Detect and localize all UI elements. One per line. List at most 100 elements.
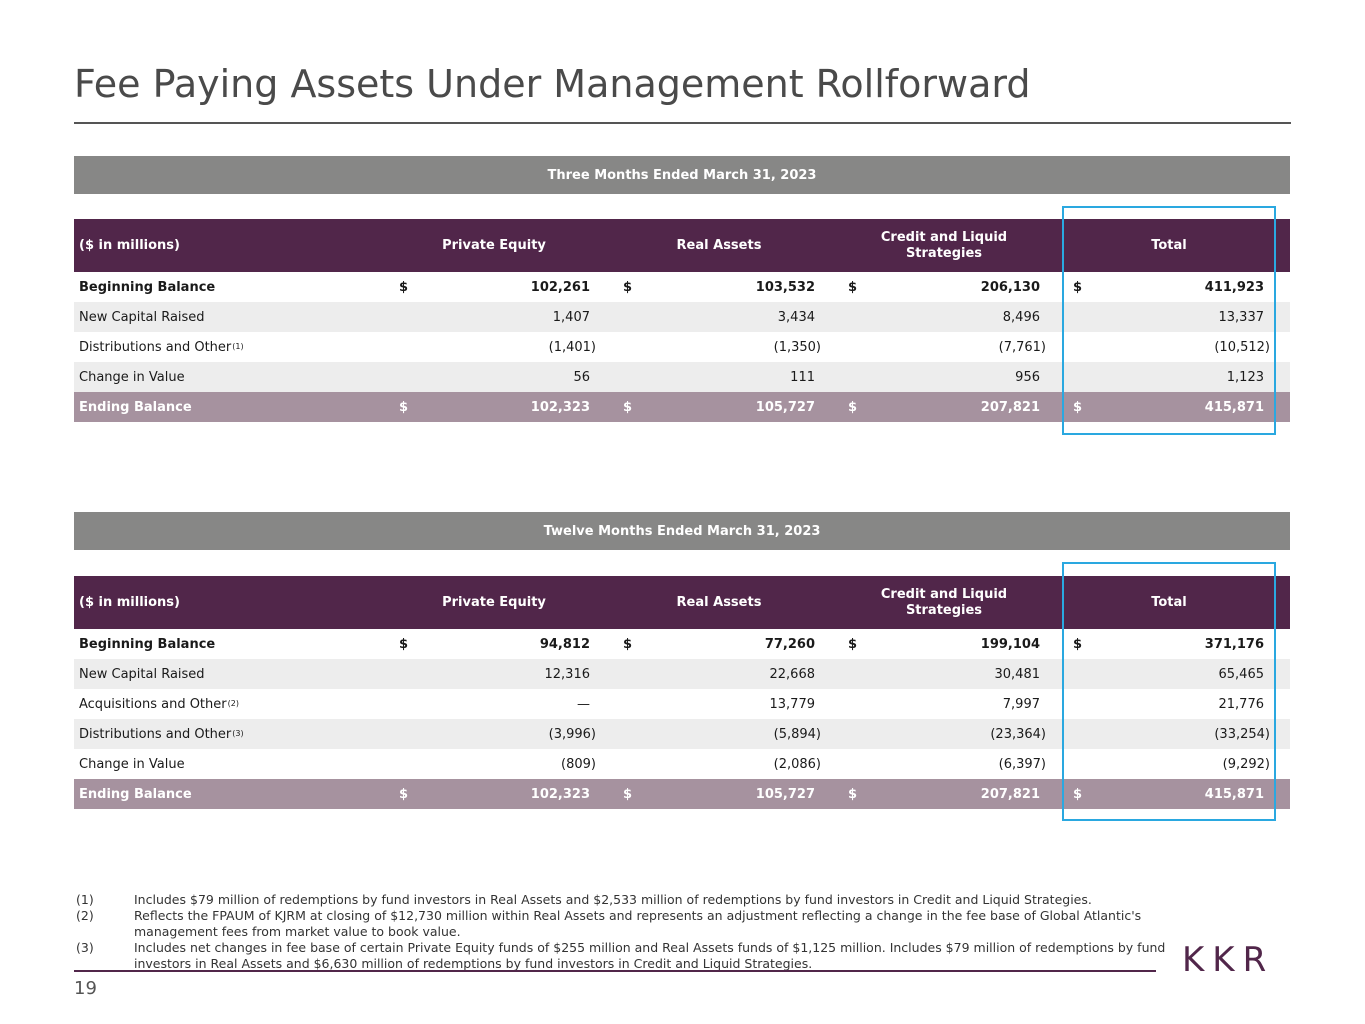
total-value-text: (33,254) [1214,726,1270,742]
table-row: New Capital Raised 12,316 22,668 30,481 65,4… [74,659,1290,689]
footnote-number: (3) [76,940,94,955]
footnote-2: (2) Reflects the FPAUM of KJRM at closin… [76,908,1226,940]
real-assets-value: (1,350) [774,332,821,362]
currency-symbol: $ [399,399,409,415]
real-assets-value-text: 3,434 [777,309,815,325]
footer-divider [74,970,1156,972]
column-header-credit: Credit and Liquid Strategies [864,576,1024,629]
twelve-months-period-header: Twelve Months Ended March 31, 2023 [74,512,1290,550]
real-assets-value: 103,532 [756,272,815,302]
total-value: (9,292) [1223,749,1270,779]
total-value: 371,176 [1205,629,1264,659]
table-row: Ending Balance 102,323 105,727 207,821 415,8… [74,779,1290,809]
column-header-label: ($ in millions) [79,238,180,253]
total-value-text: 21,776 [1218,696,1265,712]
row-label-text: Ending Balance [79,399,192,415]
three-months-table: ($ in millions) Private Equity Real Asse… [74,219,1290,422]
credit-value: 30,481 [995,659,1041,689]
real-assets-value-text: 111 [790,369,815,385]
credit-value-text: (7,761) [998,339,1046,355]
private-equity-value: 102,261 [531,272,590,302]
table-row: Ending Balance 102,323 105,727 207,821 415,8… [74,392,1290,422]
total-value-text: 415,871 [1204,786,1264,802]
credit-value-text: 206,130 [980,279,1040,295]
column-header-credit-line1: Credit and Liquid [880,229,1008,245]
credit-value-text: (23,364) [990,726,1046,742]
footnote-1: (1) Includes $79 million of redemptions … [76,892,1226,908]
table-row: Change in Value 56 111 956 1,123 [74,362,1290,392]
total-value: 415,871 [1205,392,1264,422]
table-row: New Capital Raised 1,407 3,434 8,496 13,337 [74,302,1290,332]
currency-symbol: $ [1073,786,1083,802]
row-label-text: Beginning Balance [79,636,216,652]
total-value-text: (9,292) [1222,756,1270,772]
footnote-text: Includes $79 million of redemptions by f… [134,892,1092,907]
footnote-ref: (3) [232,729,244,738]
column-header-real-assets: Real Assets [676,238,762,253]
table-row: Beginning Balance 94,812 77,260 199,104 371,… [74,629,1290,659]
row-label-text: Change in Value [79,369,185,385]
page-title: Fee Paying Assets Under Management Rollf… [74,62,1031,106]
credit-value: (7,761) [999,332,1046,362]
private-equity-value: 56 [573,362,590,392]
credit-value: (6,397) [999,749,1046,779]
private-equity-value-text: 1,407 [552,309,590,325]
currency-symbol: $ [399,636,409,652]
credit-value: 199,104 [981,629,1040,659]
currency-symbol: $ [1073,279,1083,295]
table-row: Beginning Balance 102,261 103,532 206,130 41… [74,272,1290,302]
row-label: Distributions and Other (1) [79,332,244,362]
real-assets-value: 77,260 [765,629,815,659]
private-equity-value-text: 102,323 [530,399,590,415]
total-value-text: 371,176 [1204,636,1264,652]
total-value-text: 411,923 [1204,279,1264,295]
credit-value-text: (6,397) [998,756,1046,772]
real-assets-value-text: 22,668 [769,666,816,682]
private-equity-value-text: (809) [561,756,596,772]
footnote-number: (2) [76,908,94,923]
private-equity-value-text: — [577,696,590,712]
private-equity-value-text: 102,323 [530,786,590,802]
footnote-ref: (2) [227,699,239,708]
column-header-label: ($ in millions) [79,595,180,610]
private-equity-value: (1,401) [549,332,596,362]
real-assets-value-text: (1,350) [773,339,821,355]
total-value: 415,871 [1205,779,1264,809]
total-value: 1,123 [1227,362,1264,392]
currency-symbol: $ [399,786,409,802]
private-equity-value-text: 94,812 [539,636,590,652]
real-assets-value: 111 [790,362,815,392]
title-divider [74,122,1291,124]
credit-value: 206,130 [981,272,1040,302]
total-column-highlight [1062,562,1276,821]
table-row: Acquisitions and Other (2) — 13,779 7,997 21,… [74,689,1290,719]
table-header: ($ in millions) Private Equity Real Asse… [74,576,1290,629]
row-label: Change in Value [79,362,185,392]
credit-value-text: 30,481 [994,666,1041,682]
credit-value-text: 7,997 [1002,696,1040,712]
total-value: 21,776 [1219,689,1265,719]
total-value: 13,337 [1219,302,1265,332]
real-assets-value: 105,727 [756,779,815,809]
private-equity-value: 94,812 [540,629,590,659]
footnotes: (1) Includes $79 million of redemptions … [76,892,1226,972]
column-header-private-equity: Private Equity [442,595,546,610]
currency-symbol: $ [623,279,633,295]
row-label-text: New Capital Raised [79,309,205,325]
row-label-text: Acquisitions and Other [79,696,227,712]
private-equity-value-text: 102,261 [530,279,590,295]
currency-symbol: $ [848,279,858,295]
private-equity-value: 102,323 [531,392,590,422]
footnote-text: Reflects the FPAUM of KJRM at closing of… [134,908,1142,939]
credit-value: 207,821 [981,392,1040,422]
credit-value: 7,997 [1003,689,1040,719]
column-header-total: Total [1151,595,1187,610]
private-equity-value: — [577,689,590,719]
real-assets-value-text: 13,779 [769,696,816,712]
currency-symbol: $ [1073,636,1083,652]
credit-value-text: 8,496 [1002,309,1040,325]
row-label: Change in Value [79,749,185,779]
total-value-text: 415,871 [1204,399,1264,415]
footnote-ref: (1) [232,342,244,351]
row-label-text: Ending Balance [79,786,192,802]
